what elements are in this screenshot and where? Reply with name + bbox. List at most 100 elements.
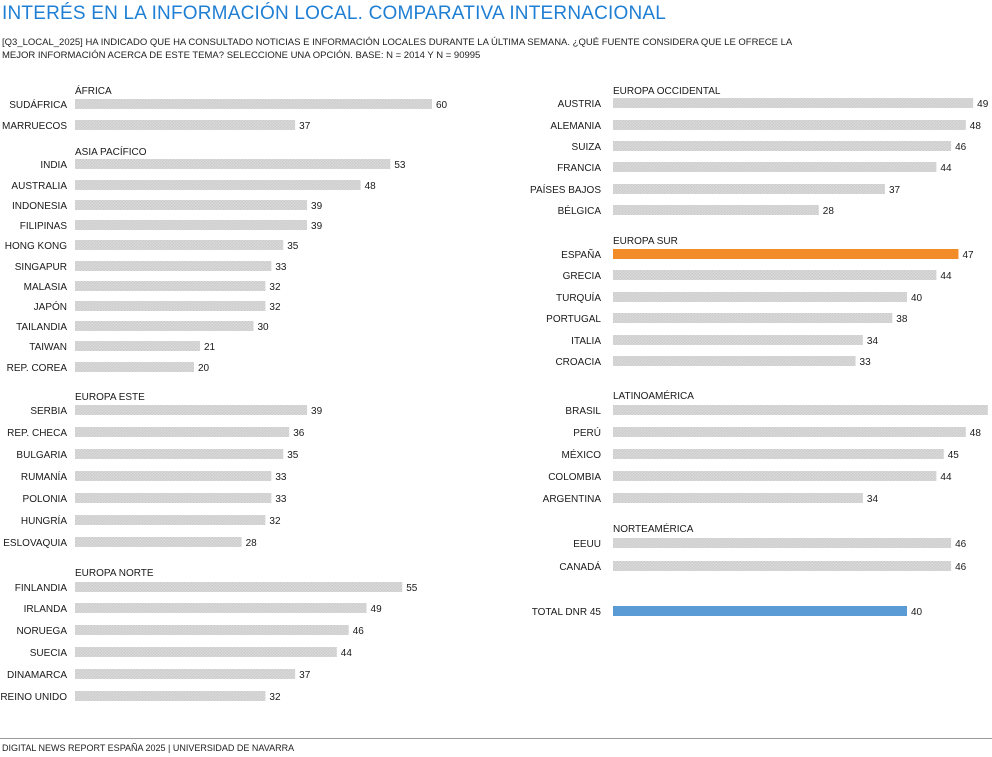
bar-category-label: ARGENTINA xyxy=(543,494,602,505)
bar-category-label: RUMANÍA xyxy=(21,470,67,483)
bar-value-label: 20 xyxy=(198,363,210,374)
bar-value-label: 44 xyxy=(940,271,952,282)
bar-category-label: FRANCIA xyxy=(557,163,601,174)
group-title: NORTEAMÉRICA xyxy=(613,522,694,535)
bar xyxy=(75,321,254,331)
bar-value-label: 46 xyxy=(955,142,967,153)
bar xyxy=(613,249,959,259)
bar-category-label: AUSTRIA xyxy=(558,99,602,110)
bar-category-label: TAIWAN xyxy=(29,342,67,353)
bar xyxy=(75,159,391,169)
bar-value-label: 32 xyxy=(269,516,281,527)
bar-value-label: 28 xyxy=(823,206,835,217)
bar xyxy=(75,180,361,190)
bar-value-label: 40 xyxy=(911,293,923,304)
bar xyxy=(75,427,290,437)
bar-category-label: MALASIA xyxy=(24,282,68,293)
bar-category-label: ESPAÑA xyxy=(561,248,601,261)
bar-value-label: 33 xyxy=(275,494,287,505)
bar xyxy=(75,515,266,525)
group-title: EUROPA ESTE xyxy=(75,392,145,403)
bar xyxy=(75,362,194,372)
bar xyxy=(613,606,907,616)
bar xyxy=(613,98,974,108)
bar xyxy=(75,449,284,459)
bar-value-label: 44 xyxy=(940,472,952,483)
bar-value-label: 49 xyxy=(977,99,989,110)
bar xyxy=(75,582,403,592)
bar-category-label: COLOMBIA xyxy=(548,472,601,483)
bar-value-label: 35 xyxy=(287,450,299,461)
bar-value-label: 46 xyxy=(353,626,365,637)
bar xyxy=(75,471,272,481)
bar-value-label: 40 xyxy=(911,607,923,618)
bar-category-label: PERÚ xyxy=(573,426,601,439)
bar xyxy=(75,647,337,657)
bar-value-label: 35 xyxy=(287,241,299,252)
bar xyxy=(75,220,308,230)
bar-value-label: 48 xyxy=(970,428,982,439)
bar-value-label: 38 xyxy=(896,314,908,325)
bar-category-label: GRECIA xyxy=(563,271,602,282)
bar-category-label: DINAMARCA xyxy=(7,670,67,681)
bar-category-label: MÉXICO xyxy=(562,448,602,461)
bar-value-label: 32 xyxy=(269,692,281,703)
bar-category-label: HUNGRÍA xyxy=(21,514,67,527)
bar-value-label: 28 xyxy=(246,538,258,549)
bar-value-label: 46 xyxy=(955,539,967,550)
bar xyxy=(613,427,966,437)
bar-category-label: PAÍSES BAJOS xyxy=(530,183,601,196)
bar xyxy=(613,270,937,280)
bar-category-label: SUECIA xyxy=(30,648,68,659)
bar xyxy=(613,335,863,345)
bar xyxy=(613,405,988,415)
bar xyxy=(613,205,819,215)
footer-source: DIGITAL NEWS REPORT ESPAÑA 2025 | UNIVER… xyxy=(2,743,295,753)
bar-category-label: FINLANDIA xyxy=(15,583,68,594)
bar xyxy=(613,120,966,130)
bar-category-label: BÉLGICA xyxy=(558,204,602,217)
bar-value-label: 44 xyxy=(940,163,952,174)
group-title: EUROPA NORTE xyxy=(75,568,154,579)
bar-value-label: 33 xyxy=(860,357,872,368)
bar-value-label: 39 xyxy=(311,201,323,212)
bar xyxy=(75,537,242,547)
bar-category-label: PORTUGAL xyxy=(546,314,601,325)
bar xyxy=(613,561,952,571)
bar xyxy=(75,99,432,109)
group-title: EUROPA OCCIDENTAL xyxy=(613,86,721,97)
chart-subtitle: [Q3_LOCAL_2025] HA INDICADO QUE HA CONSU… xyxy=(2,37,792,61)
bar xyxy=(613,538,952,548)
bar-category-label: FILIPINAS xyxy=(20,221,68,232)
bar-value-label: 45 xyxy=(948,450,960,461)
bar-category-label: REINO UNIDO xyxy=(0,692,67,703)
bar-category-label: TOTAL DNR 45 xyxy=(532,607,602,618)
bar-category-label: CANADÁ xyxy=(559,560,601,573)
bar-category-label: SUDÁFRICA xyxy=(9,98,67,111)
bar xyxy=(613,493,863,503)
bar-category-label: IRLANDA xyxy=(24,604,68,615)
bar-category-label: INDONESIA xyxy=(12,201,67,212)
bar-category-label: POLONIA xyxy=(23,494,68,505)
bar xyxy=(613,141,952,151)
bar xyxy=(75,240,284,250)
bar-category-label: ALEMANIA xyxy=(550,121,601,132)
bar-category-label: JAPÓN xyxy=(34,300,67,313)
bar-value-label: 39 xyxy=(311,221,323,232)
bar-value-label: 53 xyxy=(394,160,406,171)
bar-value-label: 37 xyxy=(299,670,311,681)
bar-category-label: SUIZA xyxy=(572,142,602,153)
bar-value-label: 47 xyxy=(962,250,974,261)
bar-category-label: TURQUÍA xyxy=(556,291,601,304)
bar-value-label: 33 xyxy=(275,472,287,483)
bar-category-label: SINGAPUR xyxy=(15,262,67,273)
bar-category-label: BRASIL xyxy=(565,406,601,417)
bar-value-label: 37 xyxy=(299,121,311,132)
bar-value-label: 55 xyxy=(406,583,418,594)
bar xyxy=(613,313,893,323)
bar-value-label: 46 xyxy=(955,562,967,573)
group-title: ASIA PACÍFICO xyxy=(75,145,147,158)
bar-category-label: CROACIA xyxy=(555,357,601,368)
bar-category-label: HONG KONG xyxy=(5,241,67,252)
bar-value-label: 37 xyxy=(889,185,901,196)
